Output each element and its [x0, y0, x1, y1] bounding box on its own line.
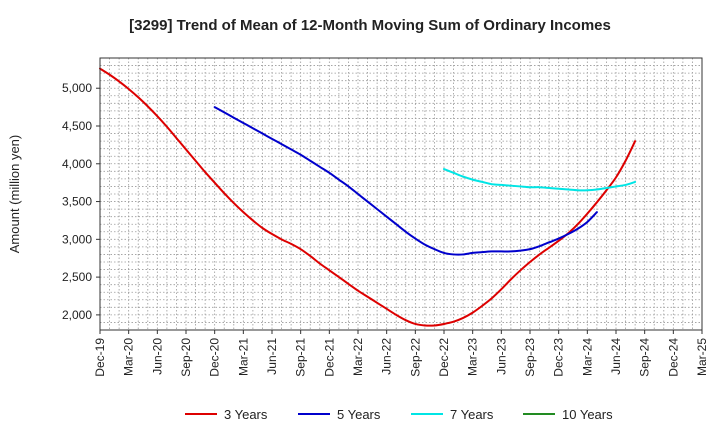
- x-tick-label: Jun-21: [265, 338, 279, 375]
- series-line-3-years: [99, 67, 637, 327]
- x-tick-label: Mar-20: [122, 338, 136, 376]
- y-tick-label: 3,000: [62, 232, 92, 246]
- x-tick-label: Dec-23: [552, 338, 566, 377]
- series-layer: [99, 67, 637, 327]
- legend-label-7-years: 7 Years: [450, 407, 494, 422]
- x-tick-label: Dec-24: [666, 338, 680, 377]
- x-tick-label: Mar-21: [236, 338, 250, 376]
- legend-label-5-years: 5 Years: [337, 407, 381, 422]
- chart-title: [3299] Trend of Mean of 12-Month Moving …: [129, 17, 611, 34]
- y-tick-label: 2,500: [62, 270, 92, 284]
- x-tick-label: Mar-23: [466, 338, 480, 376]
- plot-frame: [99, 57, 703, 331]
- x-tick-label: Dec-20: [208, 338, 222, 377]
- legend-label-3-years: 3 Years: [224, 407, 268, 422]
- y-tick-label: 2,000: [62, 308, 92, 322]
- x-tick-label: Mar-25: [695, 338, 709, 376]
- x-tick-label: Sep-21: [294, 338, 308, 377]
- x-tick-label: Sep-22: [408, 338, 422, 377]
- x-tick-label: Dec-22: [437, 338, 451, 377]
- x-tick-label: Jun-24: [609, 338, 623, 375]
- series-line-5-years: [213, 106, 598, 256]
- y-axis-ticks: 2,000 2,500 3,000 3,500 4,000 4,500 5,000: [62, 81, 100, 322]
- x-tick-label: Jun-23: [494, 338, 508, 375]
- x-tick-label: Dec-21: [322, 338, 336, 377]
- x-tick-label: Dec-19: [93, 338, 107, 377]
- grid: [100, 58, 702, 330]
- series-line-7-years: [443, 168, 637, 192]
- x-tick-label: Mar-24: [580, 338, 594, 376]
- y-tick-label: 5,000: [62, 81, 92, 95]
- y-tick-label: 3,500: [62, 195, 92, 209]
- x-tick-label: Sep-20: [179, 338, 193, 377]
- x-tick-label: Jun-20: [150, 338, 164, 375]
- x-tick-label: Mar-22: [351, 338, 365, 376]
- y-tick-label: 4,500: [62, 119, 92, 133]
- x-tick-label: Jun-22: [380, 338, 394, 375]
- y-axis-label: Amount (million yen): [7, 135, 22, 254]
- x-axis-ticks: Dec-19 Mar-20 Jun-20 Sep-20 Dec-20 Mar-21 Jun-…: [93, 330, 709, 377]
- x-tick-label: Sep-23: [523, 338, 537, 377]
- y-tick-label: 4,000: [62, 157, 92, 171]
- legend: 3 Years 5 Years 7 Years 10 Years: [185, 407, 613, 422]
- legend-label-10-years: 10 Years: [562, 407, 613, 422]
- x-tick-label: Sep-24: [638, 338, 652, 377]
